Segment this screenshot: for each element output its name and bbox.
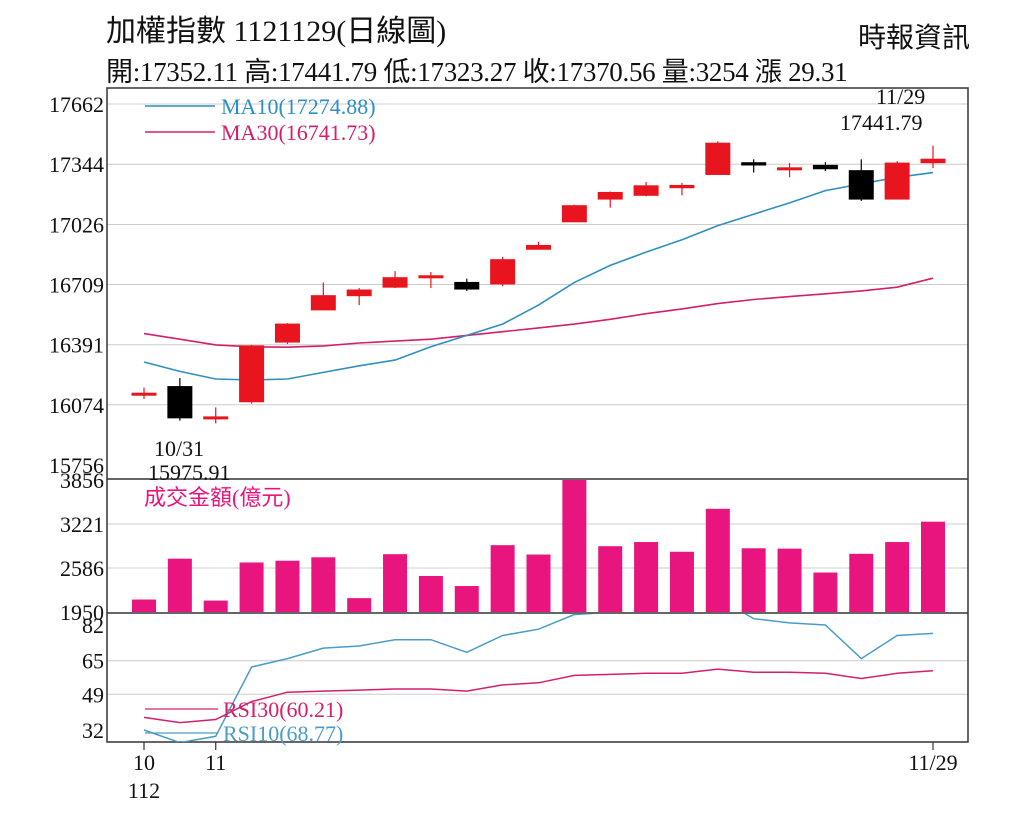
data-source-label: 時報資訊 [857, 23, 970, 54]
candle-body [131, 392, 157, 396]
candle-body [669, 184, 695, 189]
legend-label: MA30(16741.73) [221, 120, 376, 145]
rsi-tick-label: 49 [82, 682, 104, 707]
rsi-tick-label: 65 [82, 649, 104, 674]
low-value-annotation: 15975.91 [148, 460, 231, 485]
volume-bar [777, 548, 802, 612]
candle-body [884, 162, 910, 200]
candle-body [167, 386, 193, 419]
rsi-legend-label: RSI10(68.77) [223, 721, 343, 746]
volume-bar [526, 554, 551, 612]
volume-bar [490, 545, 515, 612]
volume-bar [634, 542, 659, 612]
volume-tick-label: 2586 [60, 556, 104, 581]
rsi-legend-label: RSI30(60.21) [223, 697, 343, 722]
candle-body [777, 167, 803, 171]
volume-bar [741, 548, 766, 612]
volume-bar [705, 508, 730, 612]
candle-body [274, 323, 300, 343]
volume-bar [418, 575, 443, 612]
x-tick-label: 11/29 [908, 750, 957, 775]
volume-tick-label: 3856 [60, 468, 104, 493]
candle-body [920, 158, 946, 164]
rsi-tick-label: 32 [82, 718, 104, 743]
candle-body [741, 162, 767, 166]
plot-frame [106, 87, 969, 743]
candle-body [561, 205, 587, 223]
candle-body [382, 277, 408, 288]
rsi-tick-label: 82 [82, 613, 104, 638]
volume-tick-label: 3221 [60, 512, 104, 537]
candle-body [454, 281, 480, 290]
candle-body [346, 289, 372, 297]
legend-label: MA10(17274.88) [221, 94, 376, 119]
candle-body [848, 170, 874, 200]
x-tick-label: 10 [133, 750, 155, 775]
volume-bar [921, 521, 945, 612]
volume-bar [383, 554, 408, 612]
candle-body [526, 244, 551, 250]
price-tick-label: 17662 [49, 92, 104, 117]
volume-bar [598, 546, 623, 612]
x-tick-sublabel: 112 [128, 778, 160, 803]
volume-bar [562, 480, 587, 612]
volume-bar [813, 572, 838, 612]
ohlc-stats: 開:17352.11 高:17441.79 低:17323.27 收:17370… [106, 57, 848, 87]
candle-body [203, 416, 229, 420]
candle-body [418, 275, 444, 279]
candle-body [310, 295, 336, 311]
candle-body [597, 191, 623, 200]
volume-bar [669, 551, 694, 612]
candle-body [812, 164, 838, 170]
x-tick-label: 11 [205, 750, 226, 775]
volume-bar [347, 598, 372, 612]
candle-body [705, 142, 731, 175]
volume-bar [275, 560, 300, 612]
volume-tick-label: 1950 [60, 600, 104, 625]
volume-bar [849, 553, 874, 612]
price-tick-label: 15756 [49, 453, 104, 478]
ma30-line [143, 277, 934, 349]
volume-bar [203, 600, 228, 612]
rsi30-line [143, 668, 934, 724]
volume-bar [311, 557, 336, 612]
high-value-annotation: 17441.79 [840, 110, 923, 135]
volume-bar [132, 599, 156, 612]
candle-body [239, 345, 265, 403]
price-tick-label: 16709 [49, 273, 104, 298]
rsi10-line [143, 614, 934, 742]
ma10-line [143, 171, 934, 381]
price-tick-label: 17026 [49, 212, 104, 237]
low-date-annotation: 10/31 [154, 436, 204, 461]
volume-bar [239, 562, 264, 612]
candle-body [633, 185, 659, 196]
price-tick-label: 16391 [49, 333, 104, 358]
volume-bar [167, 558, 192, 612]
volume-bar [885, 542, 910, 612]
volume-panel-title: 成交金額(億元) [144, 485, 291, 510]
price-tick-label: 17344 [49, 152, 104, 177]
candle-body [490, 259, 516, 285]
volume-bar [454, 586, 479, 612]
high-date-annotation: 11/29 [876, 84, 925, 109]
price-tick-label: 16074 [49, 393, 104, 418]
chart-title: 加權指數 1121129(日線圖) [106, 15, 447, 48]
